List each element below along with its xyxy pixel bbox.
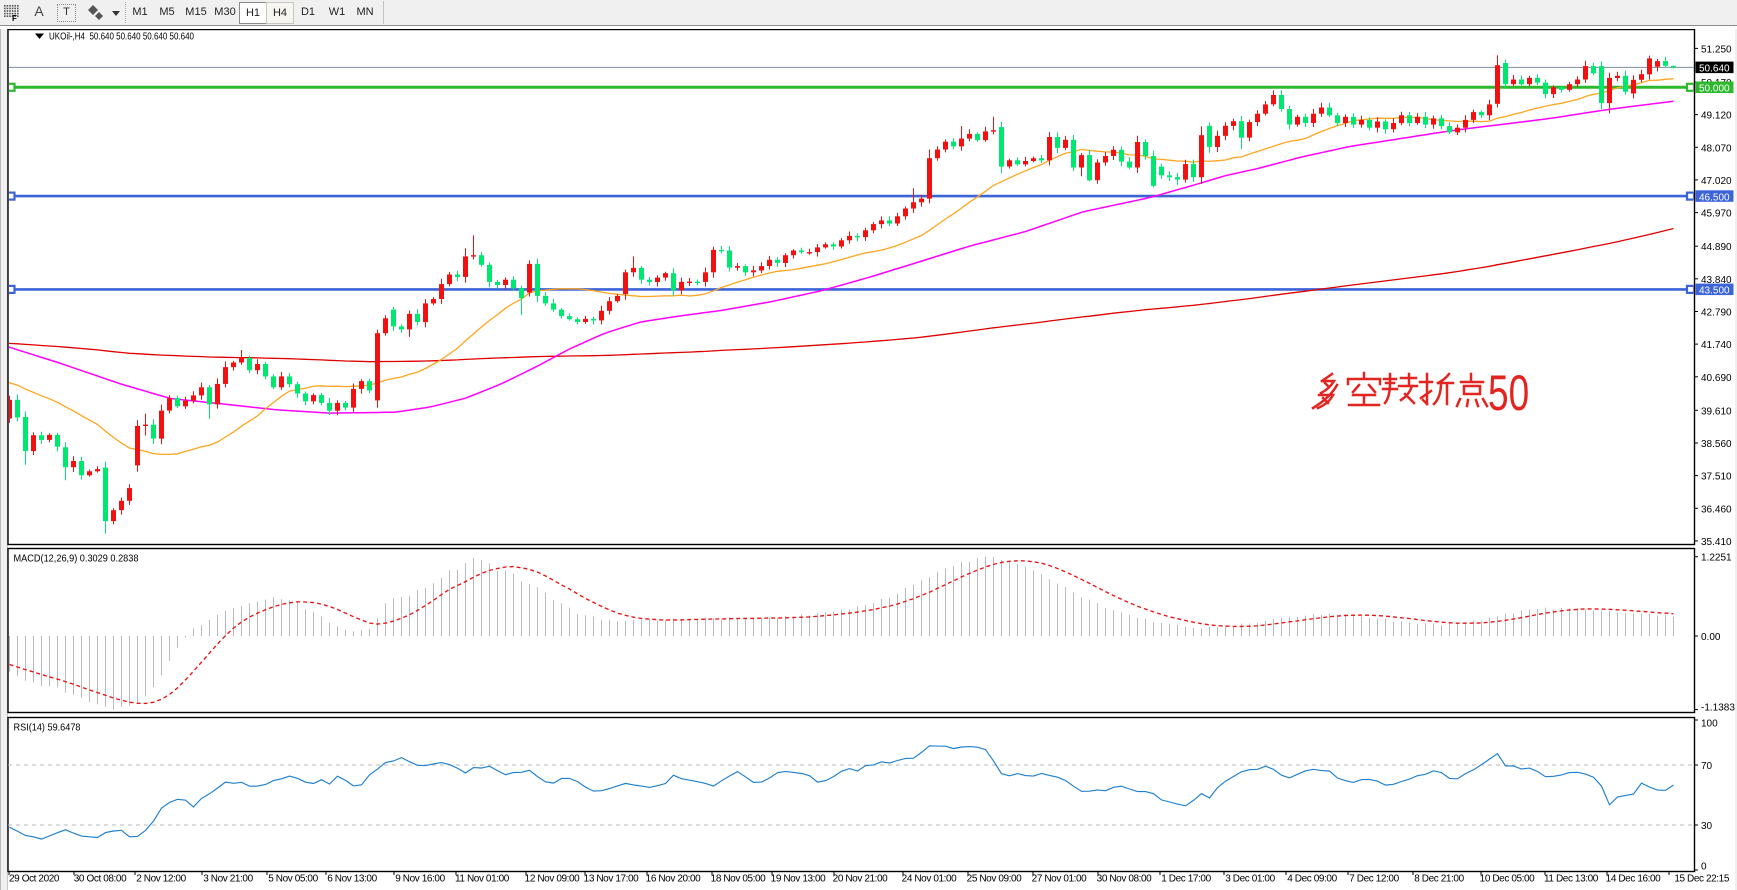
svg-text:11 Dec 13:00: 11 Dec 13:00 [1544, 874, 1599, 885]
svg-text:19 Nov 13:00: 19 Nov 13:00 [771, 874, 827, 885]
svg-text:2 Nov 12:00: 2 Nov 12:00 [136, 874, 186, 885]
svg-text:7 Dec 12:00: 7 Dec 12:00 [1349, 874, 1399, 885]
svg-text:0: 0 [1701, 862, 1707, 873]
svg-text:12 Nov 09:00: 12 Nov 09:00 [525, 874, 581, 885]
svg-text:10 Dec 05:00: 10 Dec 05:00 [1480, 874, 1536, 885]
svg-text:3 Nov 21:00: 3 Nov 21:00 [203, 874, 253, 885]
svg-text:44.890: 44.890 [1701, 242, 1732, 253]
svg-text:18 Nov 05:00: 18 Nov 05:00 [711, 874, 767, 885]
svg-text:38.560: 38.560 [1701, 439, 1732, 450]
svg-text:1.2251: 1.2251 [1701, 553, 1732, 564]
svg-text:16 Nov 20:00: 16 Nov 20:00 [646, 874, 702, 885]
svg-text:14 Dec 16:00: 14 Dec 16:00 [1606, 874, 1662, 885]
svg-text:41.740: 41.740 [1701, 340, 1732, 351]
svg-text:27 Nov 01:00: 27 Nov 01:00 [1032, 874, 1088, 885]
svg-text:35.410: 35.410 [1701, 537, 1732, 548]
svg-text:24 Nov 01:00: 24 Nov 01:00 [902, 874, 958, 885]
svg-text:MACD(12,26,9) 0.3029 0.2838: MACD(12,26,9) 0.3029 0.2838 [14, 553, 139, 565]
svg-text:43.840: 43.840 [1701, 275, 1732, 286]
svg-text:50: 50 [1488, 366, 1529, 422]
svg-text:1 Dec 17:00: 1 Dec 17:00 [1161, 874, 1211, 885]
svg-text:37.510: 37.510 [1701, 472, 1732, 483]
svg-text:30 Oct 08:00: 30 Oct 08:00 [74, 874, 127, 885]
svg-text:11 Nov 01:00: 11 Nov 01:00 [455, 874, 510, 885]
svg-text:UKOil-,H4 50.640 50.640 50.64: UKOil-,H4 50.640 50.640 50.640 50.640 [49, 31, 194, 43]
svg-text:0.00: 0.00 [1701, 632, 1721, 643]
svg-text:49.120: 49.120 [1701, 111, 1732, 122]
svg-text:50.640: 50.640 [1699, 64, 1730, 75]
svg-text:8 Dec 21:00: 8 Dec 21:00 [1414, 874, 1464, 885]
svg-text:100: 100 [1701, 719, 1718, 730]
svg-text:F: F [12, 14, 17, 23]
svg-text:46.500: 46.500 [1699, 192, 1730, 203]
svg-text:45.970: 45.970 [1701, 209, 1732, 220]
svg-text:9 Nov 16:00: 9 Nov 16:00 [395, 874, 445, 885]
svg-text:42.790: 42.790 [1701, 307, 1732, 318]
svg-text:48.070: 48.070 [1701, 143, 1732, 154]
svg-text:6 Nov 13:00: 6 Nov 13:00 [327, 874, 377, 885]
svg-text:43.500: 43.500 [1699, 286, 1730, 297]
svg-text:51.250: 51.250 [1701, 44, 1732, 55]
svg-text:13 Nov 17:00: 13 Nov 17:00 [584, 874, 640, 885]
svg-text:39.610: 39.610 [1701, 406, 1732, 417]
svg-text:-1.1383: -1.1383 [1701, 703, 1735, 714]
svg-text:70: 70 [1701, 761, 1713, 772]
svg-text:4 Dec 09:00: 4 Dec 09:00 [1287, 874, 1337, 885]
svg-text:3 Dec 01:00: 3 Dec 01:00 [1225, 874, 1275, 885]
svg-text:15 Dec 22:15: 15 Dec 22:15 [1674, 874, 1730, 885]
svg-text:5 Nov 05:00: 5 Nov 05:00 [268, 874, 318, 885]
svg-text:50.000: 50.000 [1699, 83, 1730, 94]
svg-text:29 Oct 2020: 29 Oct 2020 [9, 874, 60, 885]
svg-text:30: 30 [1701, 821, 1713, 832]
svg-text:20 Nov 21:00: 20 Nov 21:00 [833, 874, 889, 885]
svg-text:25 Nov 09:00: 25 Nov 09:00 [967, 874, 1023, 885]
svg-text:RSI(14) 59.6478: RSI(14) 59.6478 [14, 722, 81, 734]
svg-text:36.460: 36.460 [1701, 504, 1732, 515]
svg-text:30 Nov 08:00: 30 Nov 08:00 [1097, 874, 1153, 885]
svg-text:40.690: 40.690 [1701, 373, 1732, 384]
svg-text:47.020: 47.020 [1701, 176, 1732, 187]
